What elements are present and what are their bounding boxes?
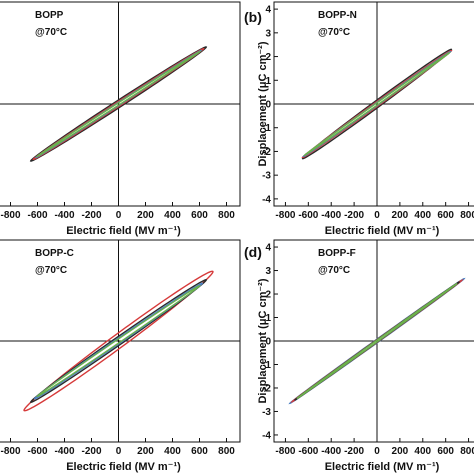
- y-tick-label: 1: [265, 313, 271, 324]
- y-tick-label: -1: [262, 360, 271, 371]
- y-tick-label: -4: [262, 430, 271, 441]
- panel-a: -800 -600 -400 -200 0 200 400 600 800 Electric fi…: [0, 1, 241, 237]
- x-tick-label: 0: [116, 446, 122, 457]
- de-loop-4: [302, 51, 452, 157]
- x-tick-label: -400: [54, 446, 74, 457]
- y-axis-title: Displacement (μC cm⁻²): [257, 278, 269, 403]
- de-loop-1: [23, 270, 214, 412]
- x-tick-label: -600: [27, 446, 47, 457]
- y-tick-label: -3: [262, 171, 271, 182]
- x-tick-label: 400: [164, 446, 181, 457]
- y-tick-label: -1: [262, 123, 271, 134]
- panel-b: -800-600-400-200 0 200 400 600 800 -4 -3 -2 -1 0 1 2…: [244, 1, 474, 237]
- sample-title: BOPP: [35, 10, 64, 21]
- x-tick-label: 400: [414, 446, 431, 457]
- y-tick-label: 3: [265, 266, 271, 277]
- x-tick-label: 200: [137, 210, 154, 221]
- x-tick-label: -200: [344, 446, 364, 457]
- x-tick-label: 600: [191, 446, 208, 457]
- x-tick-label: -800: [0, 210, 20, 221]
- x-tick-label: 800: [460, 446, 474, 457]
- y-tick-label: 0: [265, 337, 271, 348]
- y-axis-title: Displacement (μC cm⁻²): [257, 41, 269, 166]
- de-loop-4: [35, 50, 202, 158]
- temperature-note: @70°C: [318, 27, 350, 38]
- y-tick-label: -4: [262, 194, 271, 205]
- x-tick-label: -800: [275, 210, 295, 221]
- panel-c: -800 -600 -400 -200 0 200 400 600 800 Electric fi…: [0, 239, 241, 473]
- x-tick-label: -800: [0, 446, 20, 457]
- x-tick-label: 800: [218, 210, 235, 221]
- x-tick-label: -800: [275, 446, 295, 457]
- x-tick-label: 400: [414, 210, 431, 221]
- panel-label: (b): [244, 9, 262, 25]
- x-tick-label: 600: [437, 446, 454, 457]
- x-tick-label: 600: [191, 210, 208, 221]
- sample-title: BOPP-C: [35, 248, 74, 259]
- x-tick-label: 800: [460, 210, 474, 221]
- x-tick-label: 600: [437, 210, 454, 221]
- x-axis-title: Electric field (MV m⁻¹): [66, 225, 181, 237]
- y-tick-label: 1: [265, 76, 271, 87]
- x-tick-label: -600: [298, 446, 318, 457]
- y-tick-label: 4: [265, 5, 271, 16]
- de-loop-2: [29, 278, 208, 404]
- y-tick-label: 2: [265, 290, 271, 301]
- x-tick-label: -400: [54, 210, 74, 221]
- x-axis-title: Electric field (MV m⁻¹): [66, 461, 181, 473]
- sample-title: BOPP-N: [318, 10, 357, 21]
- x-tick-label: 0: [374, 446, 380, 457]
- x-tick-label: 200: [137, 446, 154, 457]
- x-axis-title: Electric field (MV m⁻¹): [325, 461, 440, 473]
- x-tick-label: 200: [392, 446, 409, 457]
- de-loop-4: [36, 285, 201, 397]
- loops-group: [23, 270, 214, 412]
- x-tick-label: -200: [81, 210, 101, 221]
- x-tick-label: 0: [116, 210, 122, 221]
- loops-group: [301, 48, 453, 160]
- y-tick-label: -3: [262, 407, 271, 418]
- loops-group: [288, 277, 466, 405]
- x-tick-label: 400: [164, 210, 181, 221]
- x-tick-label: -400: [321, 210, 341, 221]
- x-axis-title: Electric field (MV m⁻¹): [325, 225, 440, 237]
- de-loop-4: [296, 282, 458, 400]
- x-tick-label: -200: [344, 210, 364, 221]
- temperature-note: @70°C: [35, 265, 67, 276]
- x-tick-label: 0: [374, 210, 380, 221]
- temperature-note: @70°C: [318, 265, 350, 276]
- x-tick-label: 800: [218, 446, 235, 457]
- y-tick-label: -2: [262, 383, 271, 394]
- y-tick-label: 4: [265, 243, 271, 254]
- x-tick-label: -200: [81, 446, 101, 457]
- x-tick-label: -400: [321, 446, 341, 457]
- y-tick-label: 0: [265, 100, 271, 111]
- sample-title: BOPP-F: [318, 248, 356, 259]
- de-loop-1: [29, 46, 208, 162]
- x-tick-label: 200: [392, 210, 409, 221]
- y-tick-label: -2: [262, 147, 271, 158]
- x-tick-label: -600: [298, 210, 318, 221]
- temperature-note: @70°C: [35, 27, 67, 38]
- y-tick-label: 3: [265, 28, 271, 39]
- loops-group: [29, 46, 208, 162]
- panel-d: -800-600-400-200 0 200 400 600 800 -4 -3 -2 -1 0 1 2…: [244, 239, 474, 473]
- y-tick-label: 2: [265, 52, 271, 63]
- panel-label: (d): [244, 244, 262, 260]
- x-tick-label: -600: [27, 210, 47, 221]
